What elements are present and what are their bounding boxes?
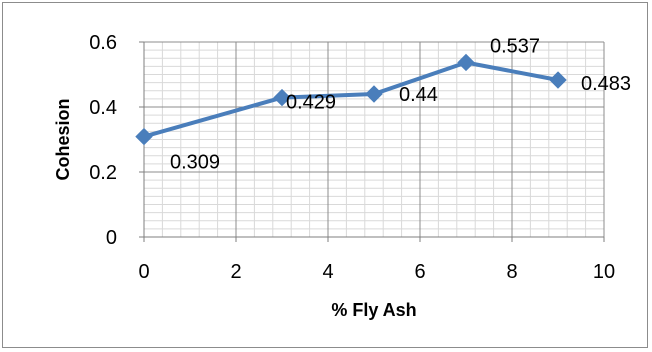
y-tick-label: 0.6 bbox=[89, 32, 117, 54]
data-point-marker bbox=[457, 53, 475, 72]
x-tick-label: 0 bbox=[138, 261, 149, 283]
axes bbox=[139, 41, 605, 242]
x-tick-labels: 0 2 4 6 8 10 bbox=[138, 261, 615, 283]
data-label: 0.483 bbox=[581, 73, 631, 95]
data-labels: 0.309 0.429 0.44 0.537 0.483 bbox=[170, 35, 631, 173]
data-point-marker bbox=[365, 85, 383, 103]
x-tick-label: 10 bbox=[593, 261, 615, 283]
data-label: 0.44 bbox=[399, 84, 438, 106]
data-label: 0.309 bbox=[170, 152, 220, 174]
data-point-marker bbox=[135, 127, 153, 146]
minor-grid bbox=[144, 42, 604, 237]
y-tick-labels: 0 0.2 0.4 0.6 bbox=[89, 32, 117, 249]
data-point-marker bbox=[549, 71, 567, 89]
y-tick-label: 0.2 bbox=[89, 162, 117, 184]
x-axis-title: % Fly Ash bbox=[331, 300, 416, 320]
data-series bbox=[135, 53, 567, 146]
x-tick-label: 8 bbox=[506, 261, 517, 283]
data-label: 0.537 bbox=[490, 35, 540, 57]
y-axis-title: Cohesion bbox=[53, 98, 73, 180]
data-label: 0.429 bbox=[286, 92, 336, 114]
y-tick-label: 0.4 bbox=[89, 97, 117, 119]
data-point-marker bbox=[273, 88, 291, 107]
y-tick-label: 0 bbox=[106, 227, 117, 249]
x-tick-label: 4 bbox=[322, 261, 333, 283]
series-line bbox=[143, 60, 559, 139]
chart-frame bbox=[2, 2, 648, 348]
x-tick-label: 6 bbox=[414, 261, 425, 283]
x-tick-label: 2 bbox=[230, 261, 241, 283]
